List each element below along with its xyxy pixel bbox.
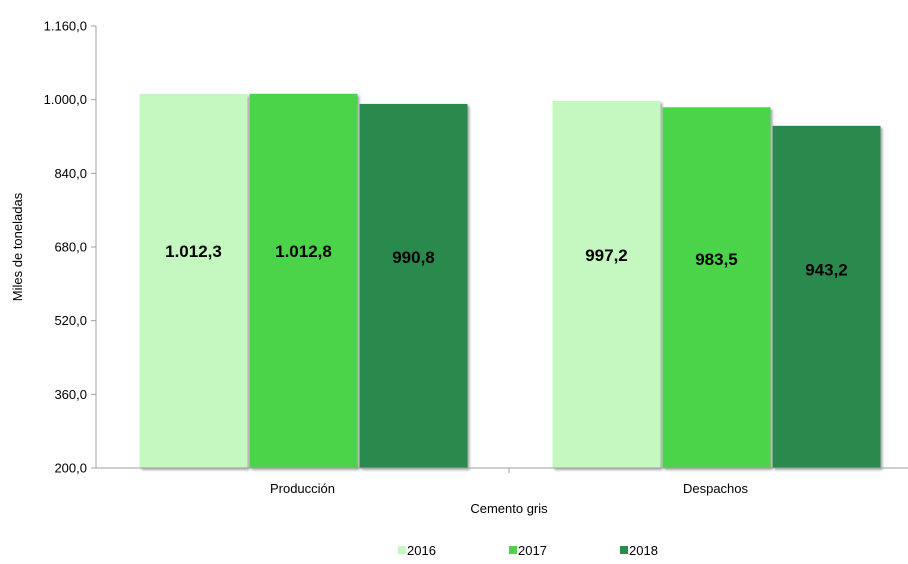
bar-value-label: 1.012,8	[275, 242, 332, 261]
bar-value-label: 943,2	[805, 261, 848, 280]
y-tick-label: 1.160,0	[44, 19, 87, 34]
bar-value-label: 983,5	[695, 250, 738, 269]
bar-value-labels: 1.012,3 1.012,8 990,8 997,2 983,5 943,2	[165, 242, 848, 280]
y-tick-label: 200,0	[54, 461, 87, 476]
bar-2017-produccion	[249, 93, 358, 469]
legend-swatch-2018	[620, 546, 628, 554]
legend: 2016 2017 2018	[398, 543, 658, 558]
y-tick-label: 840,0	[54, 166, 87, 181]
bar-2018-produccion	[359, 103, 468, 468]
y-axis-ticks: 200,0 360,0 520,0 680,0 840,0 1.000,0 1.160,0	[44, 19, 96, 476]
y-axis-title: Miles de toneladas	[10, 192, 25, 301]
bar-2017-despachos	[662, 107, 771, 468]
bar-value-label: 997,2	[585, 246, 628, 265]
bars	[139, 93, 881, 469]
legend-swatch-2016	[398, 546, 406, 554]
y-tick-label: 680,0	[54, 240, 87, 255]
category-label: Despachos	[683, 481, 749, 496]
y-tick-label: 1.000,0	[44, 92, 87, 107]
legend-label: 2017	[518, 543, 547, 558]
y-tick-label: 520,0	[54, 313, 87, 328]
bar-2016-despachos	[552, 100, 661, 468]
legend-swatch-2017	[509, 546, 517, 554]
legend-label: 2016	[407, 543, 436, 558]
category-labels: Producción Despachos	[270, 468, 749, 496]
bar-value-label: 1.012,3	[165, 242, 222, 261]
y-tick-label: 360,0	[54, 387, 87, 402]
legend-label: 2018	[629, 543, 658, 558]
bar-value-label: 990,8	[392, 248, 435, 267]
category-label: Producción	[270, 481, 335, 496]
x-axis-title: Cemento gris	[470, 501, 548, 516]
bar-2016-produccion	[139, 94, 248, 468]
bar-2018-despachos	[772, 125, 881, 469]
